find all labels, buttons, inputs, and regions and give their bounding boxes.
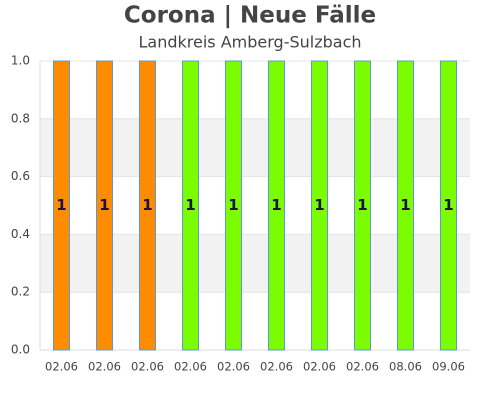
bar — [397, 60, 414, 351]
data-label: 1 — [142, 196, 152, 214]
data-label: 1 — [185, 196, 195, 214]
data-label: 1 — [228, 196, 238, 214]
bar — [53, 60, 70, 351]
y-tick-label: 1.0 — [11, 54, 30, 68]
data-label: 1 — [443, 196, 453, 214]
y-tick-label: 0.2 — [11, 285, 30, 299]
x-tick-label: 09.06 — [432, 360, 465, 374]
x-tick-label: 02.06 — [45, 360, 78, 374]
data-label: 1 — [56, 196, 66, 214]
x-tick-label: 02.06 — [88, 360, 121, 374]
data-label: 1 — [271, 196, 281, 214]
bar — [139, 60, 156, 351]
y-tick-label: 0.8 — [11, 111, 30, 125]
x-tick-label: 02.06 — [217, 360, 250, 374]
y-tick-label: 0.4 — [11, 227, 30, 241]
bar — [96, 60, 113, 351]
x-tick-label: 02.06 — [346, 360, 379, 374]
chart-title: Corona | Neue Fälle — [124, 3, 376, 29]
x-tick-label: 02.06 — [174, 360, 207, 374]
bar — [311, 60, 328, 351]
bar — [268, 60, 285, 351]
x-tick-label: 02.06 — [303, 360, 336, 374]
bar — [440, 60, 457, 351]
y-tick-label: 0.0 — [11, 343, 30, 357]
data-label: 1 — [99, 196, 109, 214]
bar — [354, 60, 371, 351]
data-label: 1 — [314, 196, 324, 214]
x-tick-label: 08.06 — [389, 360, 422, 374]
data-label: 1 — [357, 196, 367, 214]
bar — [225, 60, 242, 351]
x-tick-label: 02.06 — [260, 360, 293, 374]
chart-subtitle: Landkreis Amberg-Sulzbach — [138, 33, 361, 52]
x-tick-label: 02.06 — [131, 360, 164, 374]
y-tick-label: 0.6 — [11, 169, 30, 183]
data-label: 1 — [400, 196, 410, 214]
bar — [182, 60, 199, 351]
